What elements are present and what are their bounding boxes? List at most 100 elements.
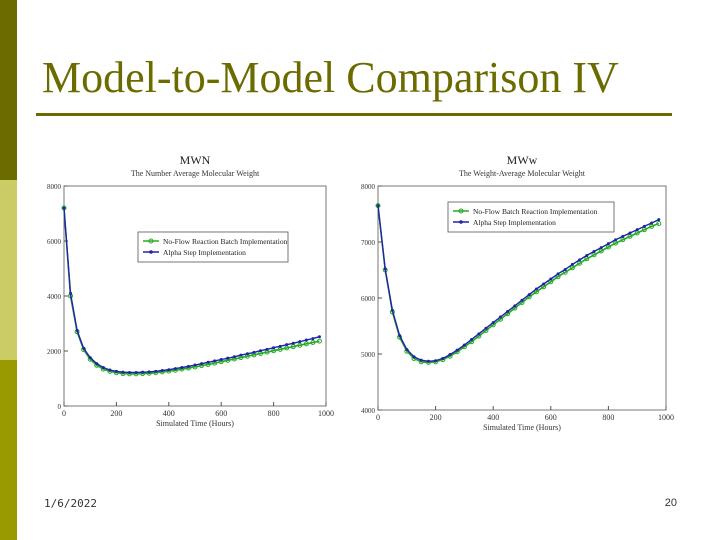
mww-series-line-batch: [377, 205, 660, 364]
mww-point-alpha: [606, 242, 610, 246]
sidebar-accent-top: [0, 0, 17, 180]
mww-point-alpha: [570, 262, 574, 266]
mwn-point-alpha: [147, 370, 151, 374]
mwn-point-alpha: [226, 356, 230, 360]
mww-legend-marker-alpha: [459, 220, 463, 224]
mwn-point-alpha: [141, 370, 145, 374]
mwn-chart-title: MWN: [180, 153, 211, 167]
mww-y-tick-label: 5000: [361, 351, 376, 359]
mwn-point-alpha: [69, 291, 73, 295]
mww-x-tick-label: 1000: [658, 413, 674, 422]
mwn-point-alpha: [95, 362, 99, 366]
mww-point-batch: [656, 221, 662, 227]
mwn-point-alpha: [134, 370, 138, 374]
mww-point-alpha: [657, 218, 661, 222]
footer-date: 1/6/2022: [44, 497, 97, 510]
mwn-point-alpha: [82, 346, 86, 350]
mwn-legend-label-alpha: Alpha Step Implementation: [163, 248, 246, 257]
mwn-point-alpha: [304, 338, 308, 342]
mww-chart-title: MWw: [507, 153, 538, 167]
mwn-y-tick-label: 4000: [47, 293, 62, 301]
mwn-x-tick-label: 600: [215, 409, 227, 418]
mww-point-alpha: [398, 334, 402, 338]
slide-title: Model-to-Model Comparison IV: [42, 53, 619, 102]
mww-y-tick-label: 4000: [361, 407, 376, 415]
mww-point-alpha: [405, 348, 409, 352]
mwn-point-alpha: [180, 366, 184, 369]
mww-point-alpha: [520, 298, 524, 302]
mww-point-alpha: [491, 321, 495, 325]
mwn-x-axis-label: Simulated Time (Hours): [156, 419, 234, 428]
mwn-point-alpha: [252, 350, 256, 354]
mwn-series-line-batch: [63, 207, 320, 375]
mww-y-tick-label: 6000: [361, 295, 376, 303]
mwn-point-alpha: [317, 335, 321, 339]
mwn-legend-label-batch: No-Flow Reaction Batch Implementation: [163, 237, 288, 246]
mwn-plot-frame: [63, 185, 327, 407]
mww-point-alpha: [527, 293, 531, 297]
mww-point-alpha: [585, 253, 589, 257]
mwn-y-tick-label: 0: [58, 403, 62, 411]
mww-legend-marker-batch: [458, 208, 464, 214]
mww-point-alpha: [628, 231, 632, 235]
mww-point-alpha: [383, 267, 387, 271]
mwn-chart-subtitle: The Number Average Molecular Weight: [131, 169, 260, 178]
mwn-point-alpha: [278, 344, 282, 348]
mww-chart-subtitle: The Weight-Average Molecular Weight: [459, 169, 586, 178]
mww-point-alpha: [614, 238, 618, 242]
mwn-point-alpha: [101, 366, 105, 369]
mwn-point-alpha: [186, 364, 190, 368]
mwn-point-alpha: [75, 328, 79, 332]
mwn-point-alpha: [121, 370, 125, 374]
mww-point-alpha: [434, 359, 438, 363]
mww-chart: MWw The Weight-Average Molecular Weight 0 2…: [361, 153, 674, 432]
mwn-point-alpha: [245, 352, 249, 356]
mwn-point-alpha: [291, 341, 295, 345]
mwn-point-batch: [303, 341, 309, 347]
mwn-y-tick-label: 8000: [47, 183, 62, 191]
title-underline: [36, 113, 672, 116]
mww-point-alpha: [498, 315, 502, 319]
mww-x-tick-label: 800: [602, 413, 614, 422]
mww-point-alpha: [563, 267, 567, 271]
mww-x-tick-label: 600: [545, 413, 557, 422]
mwn-point-alpha: [219, 358, 223, 362]
mwn-point-batch: [297, 342, 303, 348]
mwn-point-alpha: [62, 206, 66, 210]
mww-point-alpha: [477, 332, 481, 336]
mww-legend-box: [447, 201, 615, 233]
mwn-point-alpha: [311, 337, 315, 341]
mwn-point-alpha: [232, 355, 236, 359]
mww-y-tick-label: 7000: [361, 239, 376, 247]
mwn-point-batch: [316, 338, 322, 344]
mwn-point-alpha: [200, 362, 204, 366]
mwn-point-alpha: [193, 363, 197, 367]
mwn-point-alpha: [167, 368, 171, 372]
mww-point-alpha: [376, 204, 380, 208]
mww-point-alpha: [578, 258, 582, 262]
mwn-point-alpha: [154, 369, 158, 373]
mww-point-alpha: [549, 277, 553, 281]
mwn-point-alpha: [265, 347, 269, 351]
mwn-point-alpha: [160, 369, 164, 373]
mww-x-tick-label: 0: [376, 413, 380, 422]
mww-point-alpha: [390, 308, 394, 312]
mww-point-alpha: [534, 287, 538, 291]
sidebar-accent-bottom: [0, 360, 17, 540]
mww-x-tick-label: 400: [487, 413, 499, 422]
mwn-point-alpha: [114, 369, 118, 373]
sidebar-accent-middle: [0, 180, 17, 360]
mww-point-alpha: [470, 337, 474, 341]
mww-point-alpha: [484, 326, 488, 330]
mww-point-alpha: [448, 353, 452, 357]
mwn-point-alpha: [272, 346, 276, 350]
mwn-point-alpha: [173, 367, 177, 371]
mwn-point-batch: [310, 339, 316, 345]
mww-x-tick-label: 200: [430, 413, 442, 422]
mww-point-alpha: [419, 358, 423, 362]
sidebar-accent: [0, 0, 17, 540]
mwn-x-tick-label: 1000: [318, 409, 334, 418]
mww-y-tick-label: 8000: [361, 183, 376, 191]
mwn-legend-marker-batch: [148, 238, 154, 244]
mwn-y-tick-label: 2000: [47, 348, 62, 356]
